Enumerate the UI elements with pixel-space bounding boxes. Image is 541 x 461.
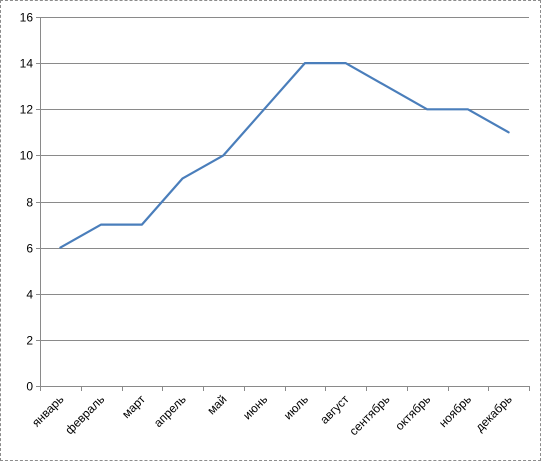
- x-tick-label: май: [204, 392, 229, 417]
- axes: [36, 17, 530, 391]
- x-tick-label: апрель: [151, 392, 189, 430]
- y-tick-label: 14: [20, 57, 34, 71]
- x-tick-label: сентябрь: [346, 392, 392, 438]
- y-tick-label: 16: [20, 11, 34, 25]
- x-tick-label: октябрь: [392, 392, 433, 433]
- x-tick-label: июль: [281, 392, 311, 422]
- y-tick-label: 12: [20, 103, 34, 117]
- gridlines: [40, 17, 529, 341]
- x-tick-label: декабрь: [473, 392, 515, 434]
- y-tick-label: 0: [26, 380, 33, 394]
- y-tick-label: 8: [26, 196, 33, 210]
- y-tick-label: 4: [26, 288, 33, 302]
- x-tick-label: январь: [29, 392, 66, 429]
- x-tick-label: март: [119, 392, 148, 421]
- y-tick-labels: 0 2 4 6 8 10 12 14 16: [20, 11, 34, 394]
- x-tick-label: август: [317, 392, 352, 427]
- x-tick-label: ноябрь: [436, 392, 474, 430]
- x-tick-label: февраль: [62, 392, 107, 437]
- x-tick-label: июнь: [240, 392, 270, 422]
- y-tick-label: 2: [26, 334, 33, 348]
- series-lines: [59, 61, 510, 249]
- y-tick-label: 10: [20, 149, 34, 163]
- series-line-0: [59, 61, 510, 249]
- y-tick-label: 6: [26, 242, 33, 256]
